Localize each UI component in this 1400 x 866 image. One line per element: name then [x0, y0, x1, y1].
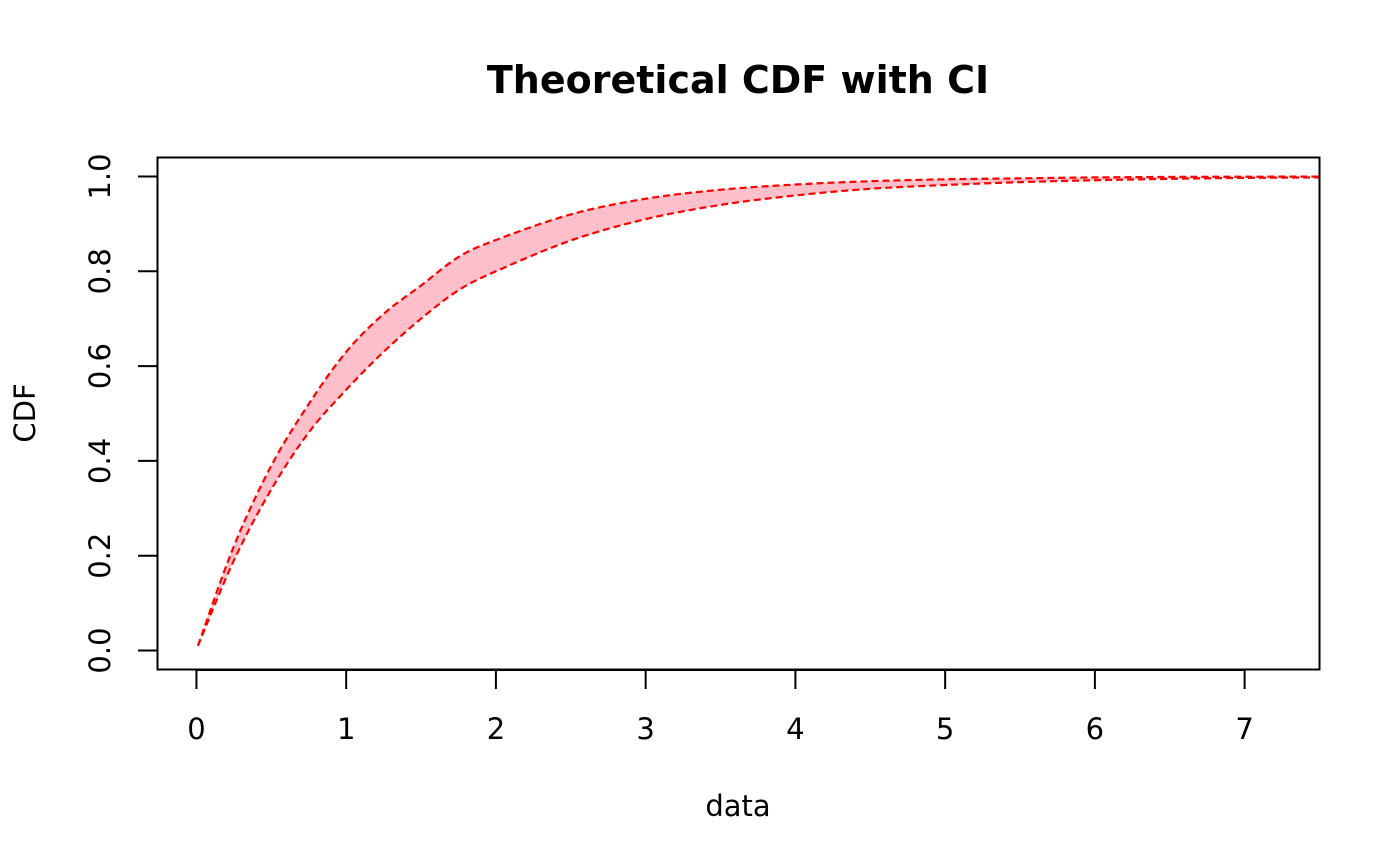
x-tick-label: 1	[337, 712, 355, 746]
y-tick-label: 0.4	[83, 438, 117, 484]
x-tick-label: 6	[1086, 712, 1104, 746]
y-axis-label: CDF	[8, 383, 42, 442]
y-tick-label: 0.2	[83, 533, 117, 579]
ci-band-layer	[196, 175, 1320, 647]
y-tick-label: 0.0	[83, 627, 117, 673]
y-tick-label: 0.8	[83, 248, 117, 294]
lower-ci-line	[196, 176, 1320, 647]
x-axis: 0 1 2 3 4 5 6 7	[187, 669, 1254, 746]
upper-ci-line	[196, 175, 1320, 647]
y-tick-label: 0.6	[83, 343, 117, 389]
x-tick-label: 7	[1235, 712, 1253, 746]
y-tick-label: 1.0	[83, 153, 117, 199]
x-tick-label: 4	[786, 712, 804, 746]
chart-title: Theoretical CDF with CI	[487, 58, 989, 102]
x-tick-label: 3	[636, 712, 654, 746]
y-axis: 0.0 0.2 0.4 0.6 0.8 1.0	[83, 153, 159, 674]
plot-frame	[156, 156, 1321, 671]
x-tick-label: 0	[187, 712, 205, 746]
ci-band-fill	[197, 176, 1320, 646]
x-tick-label: 2	[487, 712, 505, 746]
x-tick-label: 5	[936, 712, 954, 746]
x-axis-label: data	[705, 789, 770, 823]
